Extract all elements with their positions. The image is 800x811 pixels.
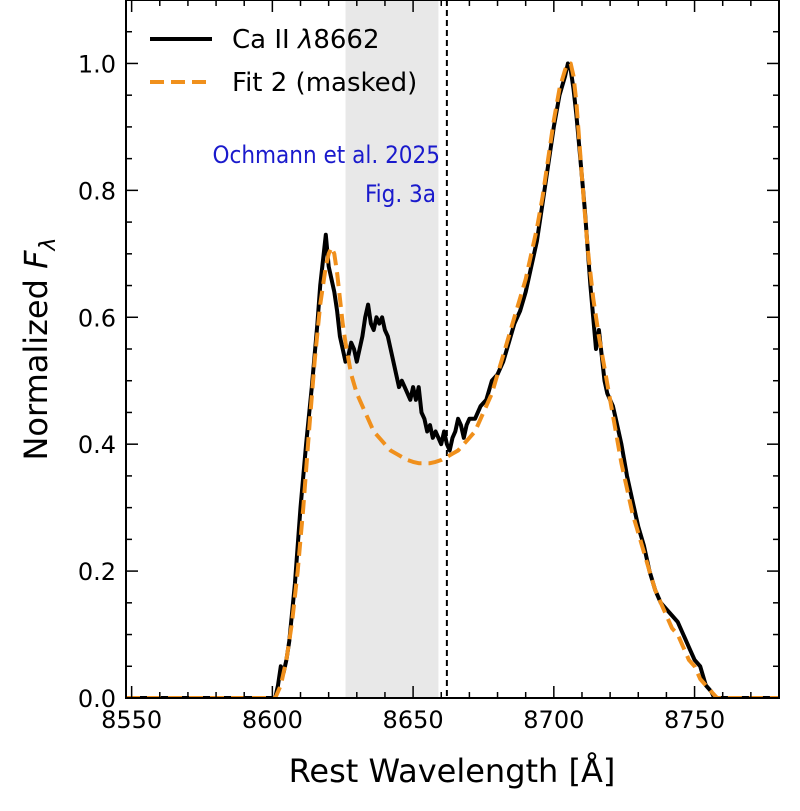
x-tick-label: 8700 xyxy=(523,706,584,734)
legend-label-ca-ii-suffix: 8662 xyxy=(313,25,379,55)
axis-tick-labels: 8550 8600 8650 8700 8750 0.0 0.2 0.4 0.6 0.8 1.0 xyxy=(78,50,725,734)
series-layer xyxy=(126,61,779,698)
y-axis-title-prefix: Normalized xyxy=(17,269,55,461)
y-tick-label: 0.6 xyxy=(78,304,116,332)
y-tick-label: 0.8 xyxy=(78,177,116,205)
legend: Ca II λ8662 Fit 2 (masked) xyxy=(150,25,417,98)
x-tick-label: 8550 xyxy=(101,706,162,734)
series-line-fit2 xyxy=(126,61,779,698)
x-tick-label: 8600 xyxy=(242,706,303,734)
annotation-line-2: Fig. 3a xyxy=(365,180,436,208)
x-tick-label: 8650 xyxy=(383,706,444,734)
y-tick-label: 0.4 xyxy=(78,431,116,459)
series-line-ca-ii xyxy=(126,61,779,698)
y-tick-label: 1.0 xyxy=(78,50,116,78)
legend-label-fit2: Fit 2 (masked) xyxy=(232,68,417,98)
y-axis-title-variable: F xyxy=(17,250,55,269)
x-tick-label: 8750 xyxy=(664,706,725,734)
legend-label-ca-ii: Ca II λ8662 xyxy=(232,25,380,55)
legend-label-ca-ii-prefix: Ca II xyxy=(232,25,298,55)
plot-area xyxy=(126,0,779,698)
y-tick-label: 0.2 xyxy=(78,558,116,586)
legend-label-ca-ii-lambda: λ xyxy=(296,25,313,55)
y-axis-title-subscript: λ xyxy=(36,237,61,251)
annotation-line-1: Ochmann et al. 2025 xyxy=(212,141,440,169)
annotation: Ochmann et al. 2025 Fig. 3a xyxy=(212,141,440,208)
x-axis-title: Rest Wavelength [Å] xyxy=(289,752,616,790)
y-tick-label: 0.0 xyxy=(78,685,116,713)
y-axis-title: Normalized Fλ xyxy=(17,237,61,460)
plot-frame xyxy=(125,0,780,699)
